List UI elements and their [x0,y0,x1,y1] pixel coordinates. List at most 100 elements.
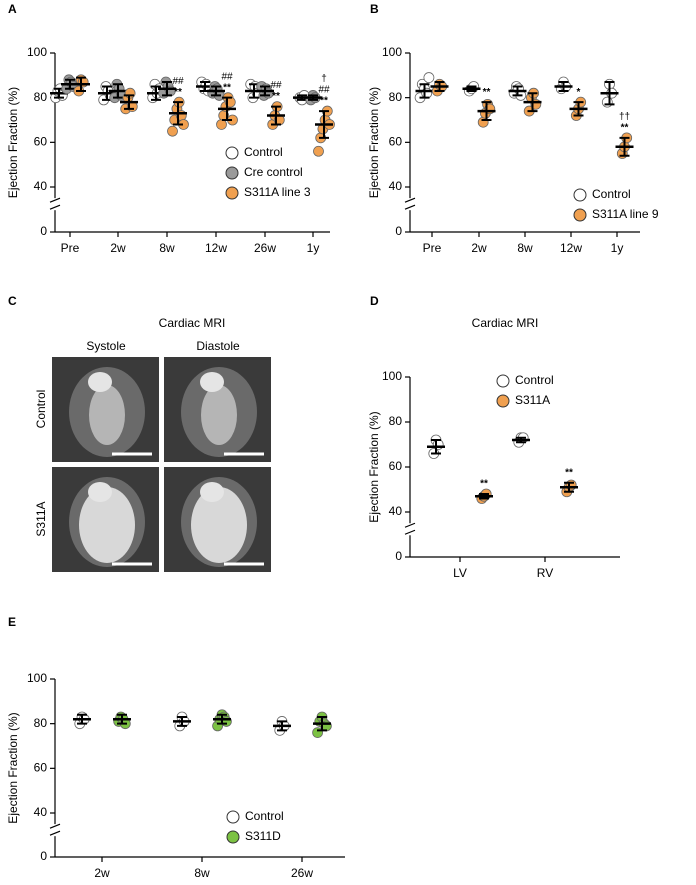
panel-label: A [8,2,17,16]
column-label: Systole [86,339,126,353]
image-vessel [200,372,224,392]
y-tick-label: 40 [389,179,403,193]
mri-image [52,467,159,572]
y-tick-label: 0 [40,849,47,863]
axis-break [49,197,61,210]
significance-label: ** [223,82,231,93]
data-point [167,125,178,137]
legend-label: Control [244,145,283,159]
y-tick-label: 100 [382,369,402,383]
axis-break [404,522,416,535]
legend-marker [496,394,510,408]
row-label: Control [34,390,48,429]
mri-image [164,467,271,572]
legend-label: S311D [245,829,281,843]
legend-marker [225,146,239,160]
significance-label: ** [621,123,629,134]
image-vessel [200,482,224,502]
y-axis-title: Ejection Fraction (%) [367,411,381,522]
legend-label: Control [245,809,284,823]
y-tick-label: 0 [395,549,402,563]
significance-label: † [321,74,327,85]
image-vessel [88,482,112,502]
x-tick-label: 8w [194,866,210,880]
significance-label: * [577,87,581,98]
y-tick-label: 80 [389,414,403,428]
legend-marker [573,208,587,222]
image-heart [89,385,125,445]
significance-label: ## [318,85,330,96]
data-point [423,72,435,83]
x-tick-label: 12w [560,241,582,255]
panel-title: Cardiac MRI [159,316,226,330]
x-tick-label: 1y [611,241,624,255]
data-point [124,87,136,99]
legend-label: S311A line 9 [592,207,659,221]
y-tick-label: 0 [395,224,402,238]
image-heart [79,487,135,563]
image-heart [201,385,237,445]
y-tick-label: 60 [389,459,403,473]
axis-break [49,823,61,836]
mri-image [52,357,159,462]
x-tick-label: LV [453,566,467,580]
significance-label: ** [480,479,488,490]
data-point [601,96,613,108]
y-tick-label: 60 [34,761,48,775]
x-tick-label: 2w [110,241,126,255]
significance-label: ## [221,71,233,82]
image-vessel [88,372,112,392]
column-label: Diastole [196,339,240,353]
y-tick-label: 0 [40,224,47,238]
x-tick-label: 8w [517,241,533,255]
significance-label: ** [174,87,182,98]
legend-label: S311A [515,393,550,407]
panel-label: D [370,294,379,308]
y-tick-label: 40 [34,805,48,819]
legend-label: S311A line 3 [244,185,311,199]
y-tick-label: 100 [27,45,47,59]
significance-label: ** [272,91,280,102]
y-tick-label: 80 [389,90,403,104]
image-heart [191,487,247,563]
y-tick-label: 100 [382,45,402,59]
legend-marker [225,186,239,200]
panel-label: B [370,2,379,16]
y-tick-label: 40 [389,504,403,518]
x-tick-label: 2w [94,866,110,880]
y-tick-label: 100 [27,671,47,685]
row-label: S311A [34,501,48,536]
x-tick-label: 1y [307,241,320,255]
legend-marker [496,374,510,388]
y-axis-title: Ejection Fraction (%) [6,87,20,198]
mri-image [164,357,271,462]
x-tick-label: 26w [254,241,276,255]
significance-label: ## [172,76,184,87]
legend-marker [226,830,240,844]
legend-label: Control [592,187,631,201]
y-tick-label: 60 [389,135,403,149]
x-tick-label: 26w [291,866,313,880]
y-tick-label: 60 [34,135,48,149]
legend-marker [573,188,587,202]
panel-label: E [8,615,16,629]
x-tick-label: Pre [423,241,442,255]
legend-marker [225,166,239,180]
significance-label: ** [320,96,328,107]
x-tick-label: 8w [159,241,175,255]
panel-label: C [8,294,17,308]
legend-marker [226,810,240,824]
x-tick-label: 2w [471,241,487,255]
y-tick-label: 40 [34,179,48,193]
legend-label: Cre control [244,165,303,179]
significance-label: †† [619,112,630,123]
significance-label: ** [565,467,573,478]
axis-break [404,197,416,210]
y-tick-label: 80 [34,716,48,730]
legend-label: Control [515,373,554,387]
x-tick-label: RV [537,566,553,580]
chart-title: Cardiac MRI [472,316,539,330]
x-tick-label: 12w [205,241,227,255]
data-point [313,145,324,157]
